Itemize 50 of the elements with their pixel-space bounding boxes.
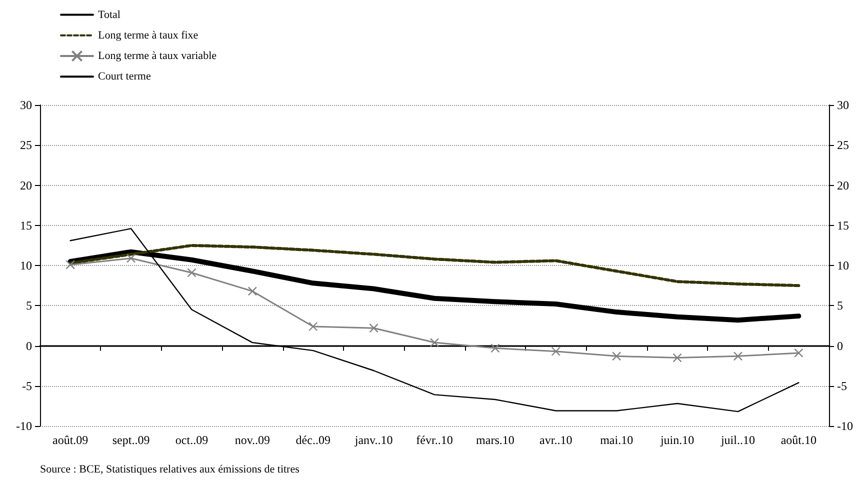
y2-tick-label: 5 xyxy=(837,298,843,313)
point xyxy=(490,344,500,353)
source-note: Source : BCE, Statistiques relatives aux émissions de titres xyxy=(40,464,300,476)
legend-label: Court terme xyxy=(98,70,151,83)
y2-tick-label: 10 xyxy=(837,258,849,272)
point xyxy=(733,352,743,361)
x-tick-label: juin.10 xyxy=(659,433,694,447)
x-tick-label: mars.10 xyxy=(476,433,514,447)
y2-tick-label: 15 xyxy=(837,218,849,232)
y-tick-label: 10 xyxy=(20,258,32,272)
point xyxy=(308,322,318,332)
legend-label: Total xyxy=(98,8,120,21)
x-tick-label: avr..10 xyxy=(540,433,572,447)
y2-tick-label: -10 xyxy=(837,419,853,433)
y-tick-label: 20 xyxy=(20,178,32,192)
y2-tick-label: 30 xyxy=(837,98,849,112)
point xyxy=(66,260,75,270)
legend-label: Long terme à taux fixe xyxy=(98,29,198,42)
x-tick-label: sept..09 xyxy=(112,433,150,447)
point xyxy=(369,323,378,333)
y2-tick-label: -5 xyxy=(837,378,847,393)
x-tick-label: févr..10 xyxy=(416,433,453,447)
x-tick-label: août.10 xyxy=(780,433,816,447)
y-tick-label: 0 xyxy=(26,338,32,353)
line-series xyxy=(68,244,800,288)
y2-tick-label: 25 xyxy=(837,138,849,152)
y-tick-label: 15 xyxy=(20,218,32,232)
x-tick-label: juil..10 xyxy=(720,433,755,447)
x-tick-label: janv..10 xyxy=(354,433,393,447)
y-tick-label: 25 xyxy=(20,138,32,152)
point xyxy=(126,254,136,263)
y2-tick-label: 0 xyxy=(837,338,843,353)
y-tick-label: 30 xyxy=(20,98,32,112)
y-tick-label: -5 xyxy=(22,378,32,393)
point xyxy=(248,286,258,296)
point xyxy=(187,268,196,278)
y2-tick-label: 20 xyxy=(837,178,849,192)
x-tick-label: août.09 xyxy=(52,433,88,447)
x-tick-label: déc..09 xyxy=(296,433,330,447)
x-tick-label: oct..09 xyxy=(175,433,208,447)
x-tick-label: nov..09 xyxy=(234,433,270,447)
point xyxy=(672,353,682,362)
legend-label: Long terme à taux variable xyxy=(98,50,217,62)
x-tick-label: mai.10 xyxy=(600,433,634,447)
point xyxy=(430,338,440,348)
y-tick-label: -10 xyxy=(16,419,32,433)
point xyxy=(794,348,804,358)
point xyxy=(551,346,560,356)
y-tick-label: 5 xyxy=(26,298,32,313)
point xyxy=(612,352,622,361)
